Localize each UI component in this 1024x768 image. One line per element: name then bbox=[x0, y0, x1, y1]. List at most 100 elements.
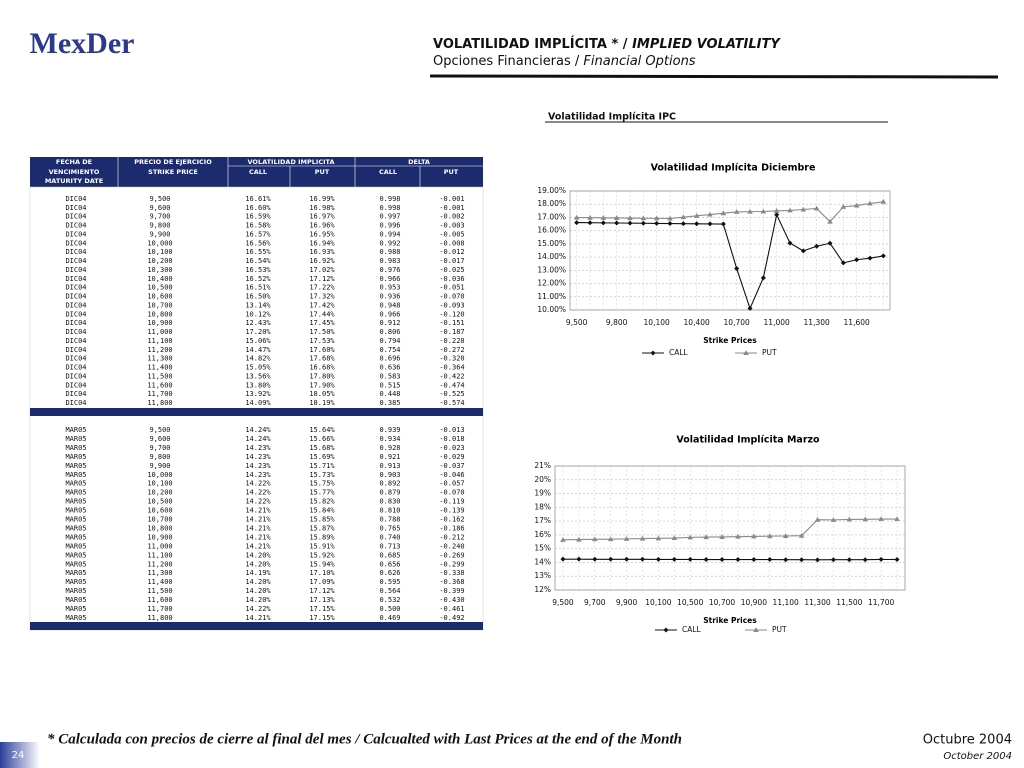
header-label: STRIKE PRICE bbox=[148, 168, 198, 176]
table-cell: 0.912 bbox=[379, 319, 400, 327]
table-cell: 0.996 bbox=[379, 222, 400, 230]
table-cell: 17.68% bbox=[309, 355, 335, 363]
table-cell: -0.461 bbox=[439, 605, 464, 613]
table-cell: DIC04 bbox=[65, 346, 86, 354]
table-cell: 17.45% bbox=[309, 319, 335, 327]
marker bbox=[814, 243, 820, 249]
table-cell: DIC04 bbox=[65, 301, 86, 309]
table-cell: MAR05 bbox=[65, 596, 86, 604]
marker bbox=[830, 557, 836, 563]
table-cell: -0.008 bbox=[439, 239, 464, 247]
table-cell: 9,600 bbox=[149, 435, 170, 443]
table-cell: DIC04 bbox=[65, 230, 86, 238]
table-cell: 0.515 bbox=[379, 381, 400, 389]
page-number: 24 bbox=[12, 750, 25, 761]
table-cell: 11,200 bbox=[147, 346, 172, 354]
table-cell: 16.94% bbox=[309, 239, 335, 247]
table-cell: DIC04 bbox=[65, 239, 86, 247]
table-cell: 14.82% bbox=[245, 355, 271, 363]
marker bbox=[613, 215, 620, 220]
table-cell: 10,700 bbox=[147, 301, 172, 309]
table-cell: -0.139 bbox=[439, 507, 464, 515]
table-cell: MAR05 bbox=[65, 489, 86, 497]
marker bbox=[878, 516, 884, 522]
table-cell: 0.740 bbox=[379, 533, 400, 541]
table-cell: 0.921 bbox=[379, 453, 400, 461]
table-cell: 0.928 bbox=[379, 444, 400, 452]
table-cell: -0.001 bbox=[439, 204, 464, 212]
table-cell: 11,500 bbox=[147, 587, 172, 595]
marker bbox=[671, 535, 678, 541]
y-tick-label: 18% bbox=[534, 502, 551, 511]
table-cell: -0.151 bbox=[439, 319, 464, 327]
header-label: PRECIO DE EJERCICIO bbox=[134, 158, 212, 166]
table-cell: 14.23% bbox=[245, 462, 271, 470]
table-cell: -0.057 bbox=[439, 480, 464, 488]
table-cell: -0.492 bbox=[439, 614, 464, 622]
table-cell: 17.42% bbox=[309, 301, 335, 309]
header-label: FECHA DE bbox=[56, 158, 92, 166]
table-cell: 17.15% bbox=[309, 614, 335, 622]
x-tick-label: 10,900 bbox=[741, 598, 767, 607]
table-cell: -0.186 bbox=[439, 524, 464, 532]
table-cell: 16.68% bbox=[309, 364, 335, 372]
table-cell: -0.212 bbox=[439, 533, 464, 541]
table-cell: DIC04 bbox=[65, 364, 86, 372]
table-cell: 12.43% bbox=[245, 319, 271, 327]
table-cell: -0.018 bbox=[439, 435, 464, 443]
header-label: CALL bbox=[379, 168, 397, 176]
table-cell: 16.53% bbox=[245, 266, 271, 274]
table-cell: -0.051 bbox=[439, 284, 464, 292]
table-cell: 0.806 bbox=[379, 328, 400, 336]
table-cell: -0.364 bbox=[439, 364, 464, 372]
marker bbox=[654, 220, 660, 226]
table-cell: 0.713 bbox=[379, 542, 400, 550]
table-cell: 13.92% bbox=[245, 390, 271, 398]
table-cell: 0.939 bbox=[379, 426, 400, 434]
table-cell: MAR05 bbox=[65, 516, 86, 524]
marker bbox=[751, 533, 757, 539]
table-cell: 10,300 bbox=[147, 266, 172, 274]
header-label: VENCIMIENTO bbox=[49, 168, 100, 176]
table-cell: 15.87% bbox=[309, 524, 335, 532]
date-en: October 2004 bbox=[943, 751, 1012, 762]
marker bbox=[846, 516, 853, 522]
y-tick-label: 12% bbox=[534, 585, 551, 594]
table-cell: 17.10% bbox=[309, 569, 335, 577]
x-axis-label: Strike Prices bbox=[703, 336, 757, 345]
table-cell: 10,800 bbox=[147, 310, 172, 318]
marker bbox=[814, 516, 821, 522]
y-tick-label: 15.00% bbox=[537, 239, 566, 248]
date: Octubre 2004 bbox=[923, 733, 1012, 748]
y-tick-label: 12.00% bbox=[537, 279, 566, 288]
table-cell: 0.913 bbox=[379, 462, 400, 470]
slide-subtitle: Opciones Financieras / Financial Options bbox=[433, 54, 696, 69]
table-cell: 14.47% bbox=[245, 346, 271, 354]
y-tick-label: 11.00% bbox=[537, 292, 566, 301]
table-cell: -0.070 bbox=[439, 293, 464, 301]
table-cell: -0.005 bbox=[439, 230, 464, 238]
marker bbox=[894, 516, 900, 522]
table-cell: 0.953 bbox=[379, 284, 400, 292]
table-cell: 16.54% bbox=[245, 257, 271, 265]
table-cell: 11,700 bbox=[147, 605, 172, 613]
table-cell: 11,100 bbox=[147, 551, 172, 559]
x-tick-label: 10,500 bbox=[677, 598, 703, 607]
table-cell: 15.05% bbox=[245, 364, 271, 372]
x-tick-label: 10,100 bbox=[645, 598, 671, 607]
table-cell: 17.50% bbox=[309, 328, 335, 336]
marker bbox=[680, 214, 687, 220]
marker bbox=[650, 350, 656, 356]
table-cell: 14.21% bbox=[245, 516, 271, 524]
marker bbox=[894, 557, 900, 563]
table-cell: 0.636 bbox=[379, 364, 400, 372]
table-cell: 15.71% bbox=[309, 462, 335, 470]
header-label: DELTA bbox=[408, 158, 430, 166]
table-cell: 14.24% bbox=[245, 435, 271, 443]
table-cell: 9,800 bbox=[149, 222, 170, 230]
table-cell: MAR05 bbox=[65, 426, 86, 434]
table-cell: 0.696 bbox=[379, 355, 400, 363]
table-cell: 17.60% bbox=[309, 346, 335, 354]
table-cell: DIC04 bbox=[65, 390, 86, 398]
marker bbox=[667, 215, 673, 221]
